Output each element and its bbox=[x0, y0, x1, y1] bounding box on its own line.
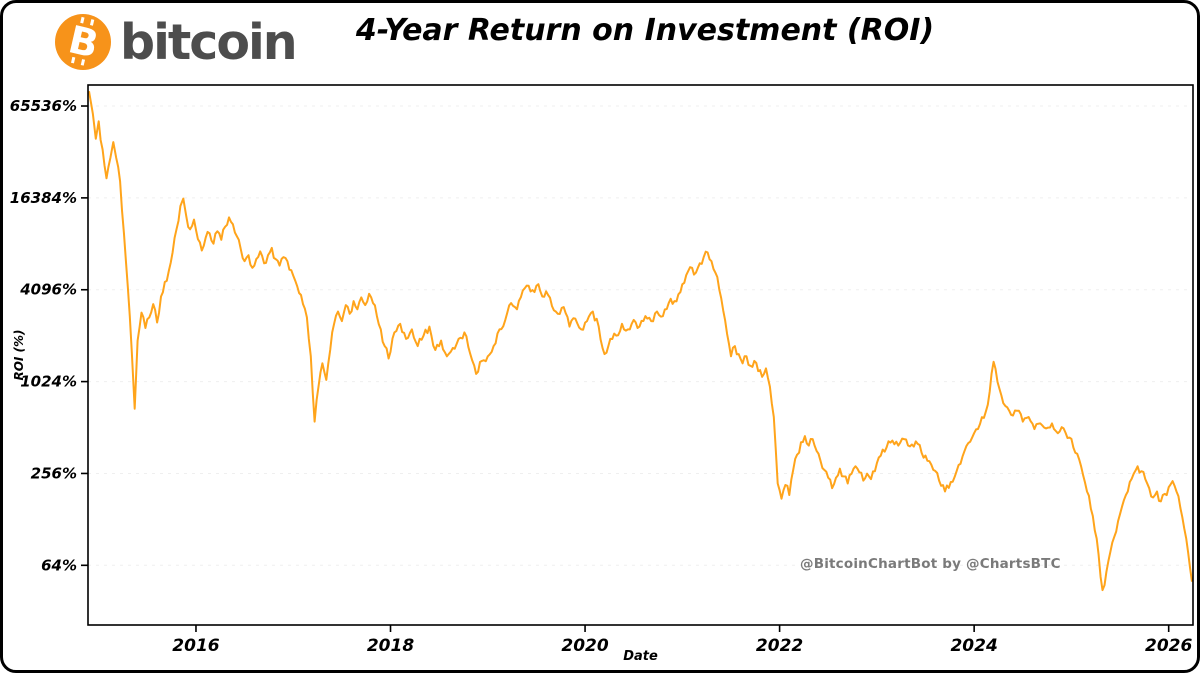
roi-line bbox=[88, 91, 1193, 592]
x-tick-label: 2016 bbox=[172, 636, 219, 656]
y-tick-label: 16384% bbox=[10, 189, 77, 207]
plot-frame bbox=[87, 84, 1194, 626]
x-tick-label: 2022 bbox=[756, 636, 803, 656]
bitcoin-icon: B bbox=[55, 14, 111, 70]
watermark-credit: @BitcoinChartBot by @ChartsBTC bbox=[800, 556, 1061, 572]
y-tick-label: 4096% bbox=[19, 281, 77, 299]
bitcoin-wordmark: bitcoin bbox=[120, 13, 298, 71]
bitcoin-logo: B bitcoin bbox=[55, 13, 298, 71]
x-tick-label: 2018 bbox=[367, 636, 414, 656]
y-axis-title: ROI (%) bbox=[12, 329, 26, 381]
x-axis-title: Date bbox=[623, 649, 658, 664]
x-tick-label: 2026 bbox=[1145, 636, 1192, 656]
x-tick-label: 2020 bbox=[561, 636, 608, 656]
y-tick-label: 64% bbox=[41, 556, 77, 574]
y-tick-label: 65536% bbox=[10, 97, 77, 115]
x-tick-label: 2024 bbox=[950, 636, 997, 656]
y-tick-label: 1024% bbox=[20, 373, 77, 391]
y-tick-label: 256% bbox=[31, 464, 77, 482]
chart-title: 4-Year Return on Investment (ROI) bbox=[355, 13, 935, 48]
